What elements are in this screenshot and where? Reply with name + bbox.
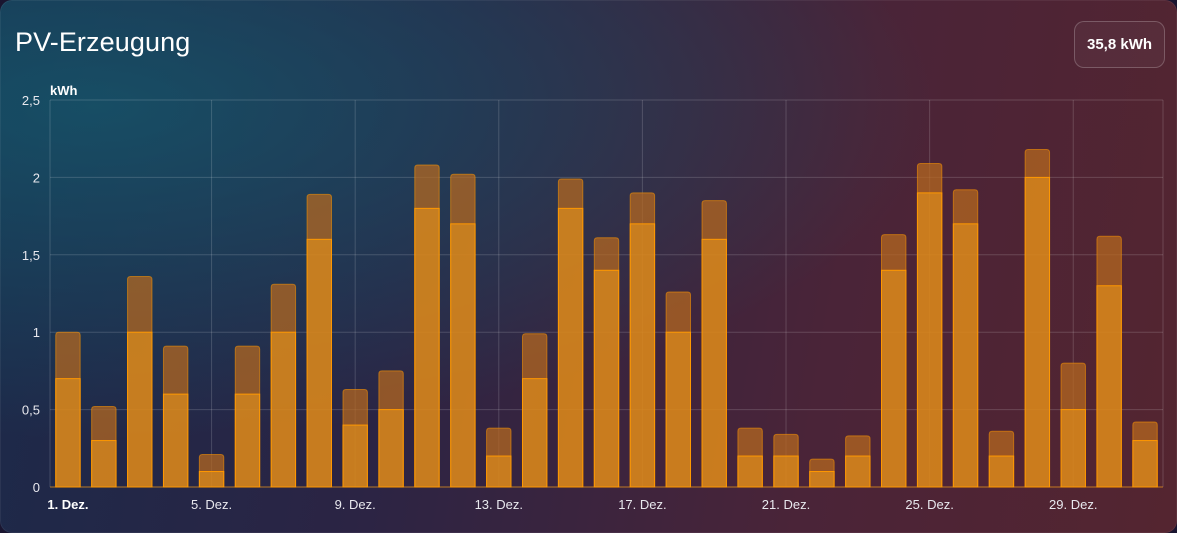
x-tick-label: 21. Dez.: [762, 497, 810, 512]
bar-value[interactable]: [450, 223, 476, 488]
bar-value[interactable]: [557, 207, 584, 488]
bar-value[interactable]: [737, 455, 763, 488]
bar-value[interactable]: [1132, 440, 1158, 488]
y-tick-label: 0,5: [22, 403, 40, 418]
bar-value[interactable]: [162, 393, 189, 488]
bar-value[interactable]: [55, 378, 81, 488]
bar-value[interactable]: [845, 455, 871, 488]
bar-value[interactable]: [665, 331, 692, 488]
y-tick-label: 0: [33, 480, 40, 495]
bar-value[interactable]: [234, 393, 261, 488]
bar-value[interactable]: [1060, 409, 1086, 488]
x-tick-label: 25. Dez.: [905, 497, 953, 512]
x-tick-label: 13. Dez.: [475, 497, 523, 512]
x-tick-label: 9. Dez.: [335, 497, 376, 512]
y-axis-unit-label: kWh: [50, 83, 78, 98]
y-tick-label: 2: [33, 170, 40, 185]
x-tick-label: 29. Dez.: [1049, 497, 1097, 512]
bar-value[interactable]: [1024, 176, 1051, 488]
chart-bars: [50, 149, 1163, 488]
bar-value[interactable]: [521, 378, 548, 488]
bar-value[interactable]: [916, 192, 943, 488]
bar-value[interactable]: [629, 223, 656, 488]
bar-value[interactable]: [773, 455, 799, 488]
bar-value[interactable]: [414, 207, 440, 488]
bar-value[interactable]: [881, 269, 907, 488]
bar-value[interactable]: [198, 471, 225, 488]
bar-value[interactable]: [952, 223, 979, 488]
card-title: PV-Erzeugung: [15, 27, 191, 57]
x-tick-label: 1. Dez.: [47, 497, 88, 512]
bar-value[interactable]: [809, 471, 835, 488]
bar-value[interactable]: [378, 409, 404, 488]
bar-value[interactable]: [127, 331, 153, 488]
x-tick-label: 5. Dez.: [191, 497, 232, 512]
bar-value[interactable]: [486, 455, 512, 488]
bar-value[interactable]: [91, 440, 117, 488]
y-tick-label: 1,5: [22, 248, 40, 263]
bar-value[interactable]: [306, 238, 332, 488]
bar-value[interactable]: [701, 238, 727, 488]
bar-value[interactable]: [342, 424, 368, 488]
bar-value[interactable]: [593, 269, 620, 488]
bar-value[interactable]: [1096, 285, 1122, 488]
bar-value[interactable]: [988, 455, 1015, 488]
y-tick-label: 1: [33, 325, 40, 340]
total-energy-value: 35,8 kWh: [1086, 36, 1153, 53]
total-energy-badge[interactable]: 35,8 kWh: [1074, 21, 1165, 68]
bar-value[interactable]: [270, 331, 297, 488]
x-tick-label: 17. Dez.: [618, 497, 666, 512]
y-tick-label: 2,5: [22, 93, 40, 108]
chart-axes: 0 0,5 1 1,5 2 2,5 1. Dez. 5. Dez. 9. Dez. 13. Dez…: [22, 83, 1098, 512]
